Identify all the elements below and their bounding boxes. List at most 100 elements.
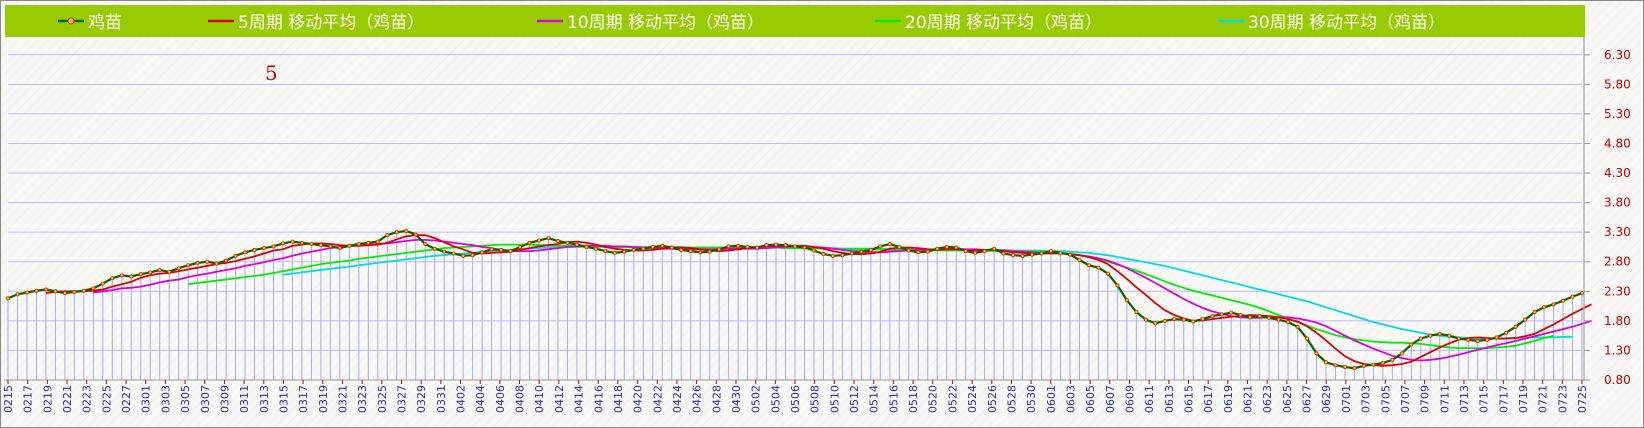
x-tick-label: 0719 bbox=[1517, 385, 1530, 413]
x-tick-label: 0530 bbox=[1025, 385, 1038, 413]
x-tick-label: 0629 bbox=[1320, 385, 1333, 413]
price-point bbox=[1124, 298, 1129, 303]
price-point bbox=[1030, 252, 1035, 257]
price-point bbox=[688, 249, 693, 254]
price-point bbox=[461, 253, 466, 258]
price-point bbox=[499, 247, 504, 252]
price-point bbox=[868, 247, 873, 252]
price-point bbox=[736, 243, 741, 248]
price-point bbox=[356, 241, 361, 246]
legend-label: 30周期 移动平均（鸡苗） bbox=[1248, 13, 1445, 33]
price-point bbox=[1049, 249, 1054, 254]
price-point bbox=[774, 242, 779, 247]
x-tick-label: 0711 bbox=[1438, 385, 1451, 413]
price-point bbox=[1210, 314, 1215, 319]
y-tick-label: 5.30 bbox=[1604, 107, 1631, 121]
legend-label: 20周期 移动平均（鸡苗） bbox=[905, 13, 1102, 33]
price-point bbox=[1276, 317, 1281, 322]
price-point bbox=[811, 248, 816, 253]
price-point bbox=[129, 274, 134, 279]
price-point bbox=[1077, 257, 1082, 262]
price-point bbox=[622, 249, 627, 254]
price-point bbox=[1191, 319, 1196, 324]
price-point bbox=[43, 287, 48, 292]
x-tick-label: 0327 bbox=[396, 385, 409, 413]
x-tick-label: 0526 bbox=[986, 385, 999, 413]
x-tick-label: 0422 bbox=[651, 385, 664, 413]
x-tick-label: 0404 bbox=[474, 385, 487, 413]
x-tick-label: 0418 bbox=[612, 385, 625, 413]
price-point bbox=[1067, 252, 1072, 257]
price-point bbox=[224, 258, 229, 263]
x-tick-label: 0301 bbox=[140, 385, 153, 413]
price-point bbox=[1011, 253, 1016, 258]
price-point bbox=[489, 247, 494, 252]
y-tick-label: 0.80 bbox=[1604, 373, 1631, 387]
price-point bbox=[1475, 338, 1480, 343]
price-point bbox=[138, 272, 143, 277]
price-point bbox=[1229, 310, 1234, 315]
price-point bbox=[110, 276, 115, 281]
price-point bbox=[1380, 360, 1385, 365]
x-tick-label: 0516 bbox=[887, 385, 900, 413]
price-point bbox=[243, 250, 248, 255]
x-tick-label: 0512 bbox=[848, 385, 861, 413]
x-tick-label: 0613 bbox=[1163, 385, 1176, 413]
x-tick-label: 0225 bbox=[100, 385, 113, 413]
x-tick-label: 0528 bbox=[1005, 385, 1018, 413]
price-point bbox=[1286, 320, 1291, 325]
price-point bbox=[1361, 363, 1366, 368]
x-tick-label: 0424 bbox=[671, 385, 684, 413]
legend: 鸡苗 5周期 移动平均（鸡苗） 10周期 移动平均（鸡苗） 20周期 移动平均（鸡苗）… bbox=[5, 5, 1585, 37]
price-markers bbox=[6, 228, 1585, 371]
price-point bbox=[1058, 250, 1063, 255]
price-point bbox=[1115, 283, 1120, 288]
price-point bbox=[1466, 337, 1471, 342]
price-point bbox=[840, 253, 845, 258]
x-tick-label: 0621 bbox=[1242, 385, 1255, 413]
price-point bbox=[1134, 309, 1139, 314]
x-tick-label: 0414 bbox=[573, 385, 586, 413]
price-point bbox=[1371, 362, 1376, 367]
price-point bbox=[878, 244, 883, 249]
x-tick-label: 0219 bbox=[41, 385, 54, 413]
price-point bbox=[1001, 251, 1006, 256]
price-point bbox=[375, 239, 380, 244]
price-point bbox=[347, 243, 352, 248]
x-tick-label: 0227 bbox=[120, 385, 133, 413]
price-point bbox=[1428, 333, 1433, 338]
x-tick-label: 0215 bbox=[2, 385, 15, 413]
price-point bbox=[394, 230, 399, 235]
x-tick-label: 0623 bbox=[1261, 385, 1274, 413]
price-point bbox=[280, 241, 285, 246]
x-tick-label: 0713 bbox=[1458, 385, 1471, 413]
price-point bbox=[935, 246, 940, 251]
price-point bbox=[783, 243, 788, 248]
price-point bbox=[24, 290, 29, 295]
x-tick-label: 0619 bbox=[1222, 385, 1235, 413]
x-tick-label: 0723 bbox=[1556, 385, 1569, 413]
price-point bbox=[34, 288, 39, 293]
x-tick-label: 0412 bbox=[553, 385, 566, 413]
annotation-label: 5 bbox=[265, 61, 278, 85]
x-tick-label: 0520 bbox=[927, 385, 940, 413]
price-point bbox=[423, 241, 428, 246]
price-point bbox=[214, 261, 219, 266]
legend-label: 鸡苗 bbox=[88, 13, 122, 33]
price-point bbox=[119, 273, 124, 278]
x-tick-label: 0307 bbox=[199, 385, 212, 413]
price-point bbox=[518, 244, 523, 249]
price-point bbox=[1143, 317, 1148, 322]
x-tick-label: 0420 bbox=[632, 385, 645, 413]
price-point bbox=[849, 251, 854, 256]
price-point bbox=[1409, 342, 1414, 347]
legend-label: 5周期 移动平均（鸡苗） bbox=[238, 13, 424, 33]
x-tick-label: 0717 bbox=[1497, 385, 1510, 413]
price-point bbox=[973, 250, 978, 255]
y-tick-label: 6.30 bbox=[1604, 48, 1631, 62]
price-point bbox=[821, 252, 826, 257]
price-point bbox=[6, 296, 11, 301]
x-tick-label: 0611 bbox=[1143, 385, 1156, 413]
x-tick-label: 0605 bbox=[1084, 385, 1097, 413]
